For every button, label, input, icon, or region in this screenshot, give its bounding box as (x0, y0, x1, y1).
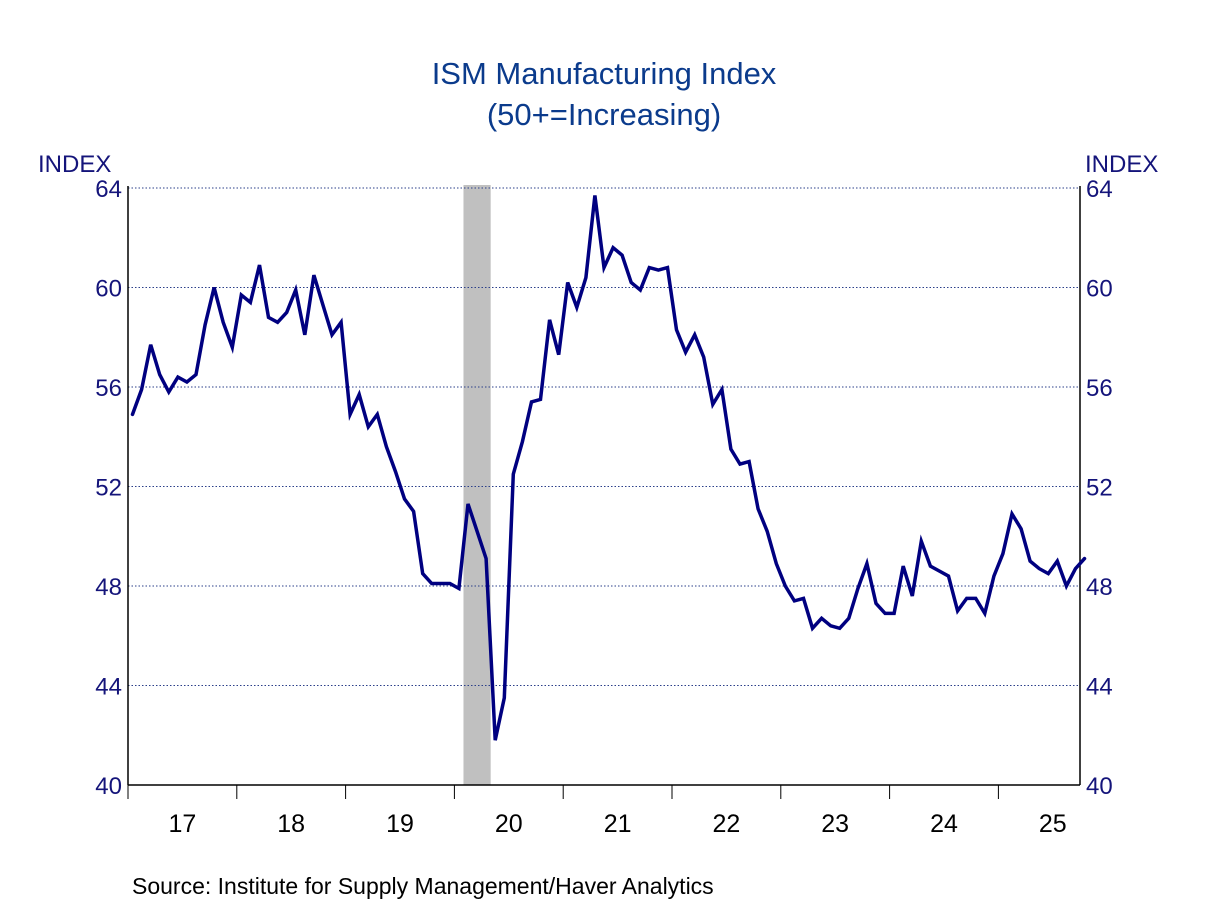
y-tick-label-right: 40 (1086, 773, 1113, 800)
y-tick-label-left: 40 (95, 773, 122, 800)
y-tick-label-left: 64 (95, 176, 122, 203)
recession-bar (463, 185, 491, 785)
chart-title: ISM Manufacturing Index (432, 56, 777, 91)
x-tick-label: 22 (712, 810, 740, 838)
y-tick-label-right: 52 (1086, 475, 1113, 502)
y-tick-label-left: 56 (95, 375, 122, 402)
y-tick-label-left: 52 (95, 475, 122, 502)
y-axis-label-left: INDEX (38, 151, 111, 178)
source-note: Source: Institute for Supply Management/… (132, 873, 714, 899)
y-tick-label-left: 48 (95, 574, 122, 601)
x-tick-label: 21 (604, 810, 632, 838)
y-tick-label-left: 44 (95, 674, 122, 701)
series-line-ism-manufacturing (130, 195, 1087, 741)
x-tick-label: 19 (386, 810, 414, 838)
x-tick-label: 18 (277, 810, 305, 838)
x-tick-label: 24 (930, 810, 958, 838)
x-tick-label: 25 (1039, 810, 1067, 838)
y-tick-label-right: 56 (1086, 375, 1113, 402)
y-tick-label-left: 60 (95, 276, 122, 303)
chart-subtitle: (50+=Increasing) (487, 97, 721, 132)
y-tick-label-right: 48 (1086, 574, 1113, 601)
x-tick-label: 20 (495, 810, 523, 838)
x-tick-label: 23 (821, 810, 849, 838)
x-tick-label: 17 (168, 810, 196, 838)
y-tick-label-right: 44 (1086, 674, 1113, 701)
y-axis-label-right: INDEX (1085, 151, 1158, 178)
y-tick-label-right: 64 (1086, 176, 1113, 203)
y-tick-label-right: 60 (1086, 276, 1113, 303)
